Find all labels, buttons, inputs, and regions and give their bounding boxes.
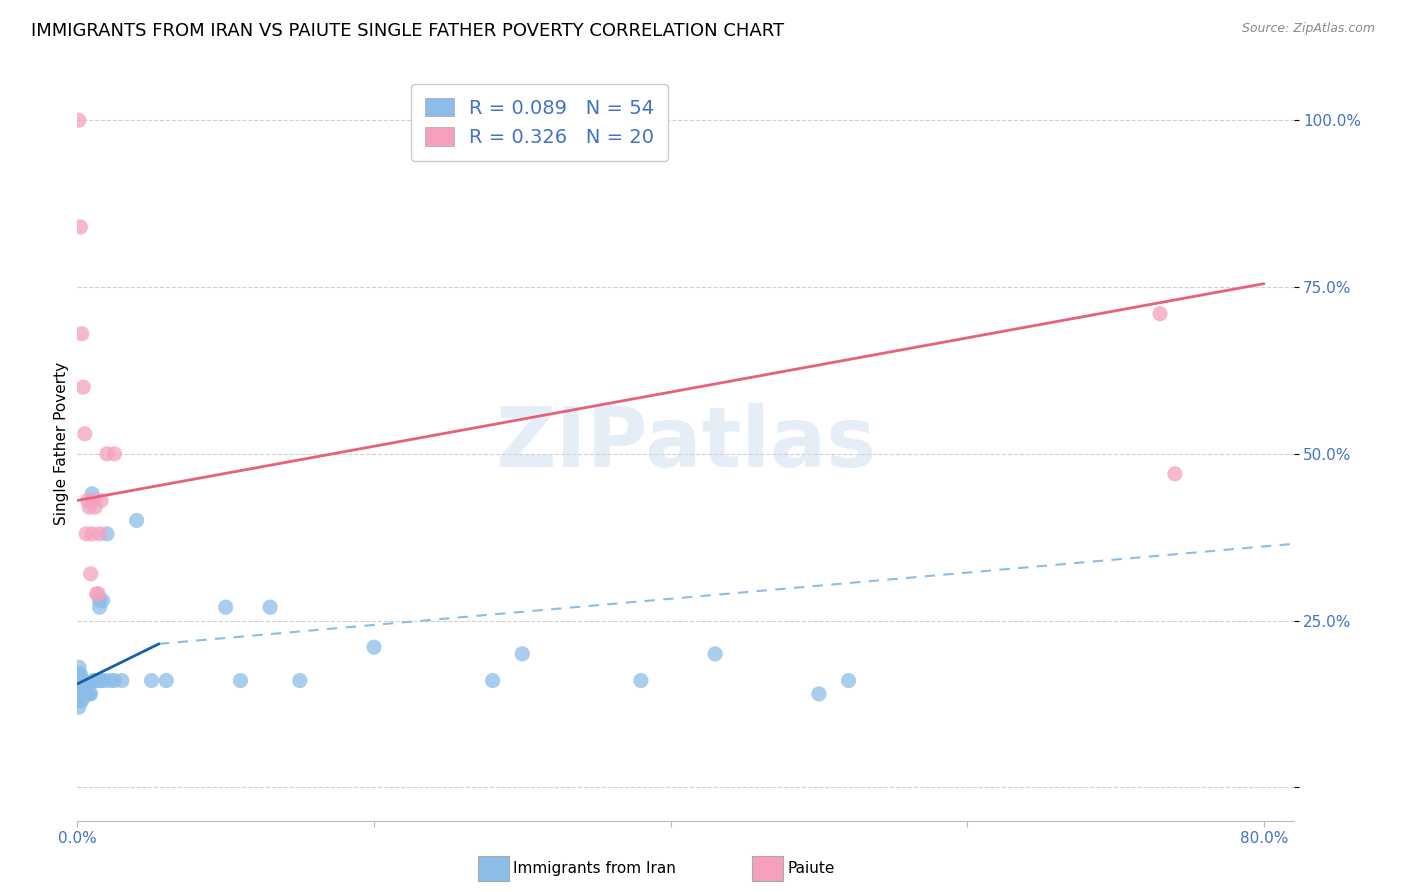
Legend: R = 0.089   N = 54, R = 0.326   N = 20: R = 0.089 N = 54, R = 0.326 N = 20 (411, 84, 668, 161)
Point (1164, 467, 1187, 481)
Point (89, 526, 111, 541)
Point (69, 219, 91, 234)
Text: ZIPatlas: ZIPatlas (495, 403, 876, 484)
Point (89, 593, 111, 607)
Point (89, 600, 111, 615)
Point (82, 526, 104, 541)
Text: Source: ZipAtlas.com: Source: ZipAtlas.com (1241, 22, 1375, 36)
Point (630, 673, 652, 688)
Point (83, 493, 105, 508)
Point (87, 673, 110, 688)
Point (704, 647, 727, 661)
Point (79, 687, 101, 701)
Point (72, 673, 94, 688)
Point (93, 673, 115, 688)
Y-axis label: Single Father Poverty: Single Father Poverty (53, 362, 69, 525)
Point (84, 673, 107, 688)
Point (67, 666, 90, 681)
Text: Immigrants from Iran: Immigrants from Iran (513, 862, 676, 876)
Point (84, 500, 107, 515)
Point (79, 566, 101, 581)
Point (510, 647, 533, 661)
Point (67, 673, 90, 688)
Point (77, 687, 100, 701)
Point (86, 587, 108, 601)
Point (91, 593, 114, 607)
Point (103, 673, 125, 688)
Point (288, 673, 311, 688)
Point (76, 687, 98, 701)
Point (72, 680, 94, 694)
Point (1149, 307, 1171, 321)
Point (70, 693, 93, 707)
Point (70, 673, 93, 688)
Point (67, 113, 90, 128)
Point (72, 380, 94, 394)
Point (67, 687, 90, 701)
Point (83, 673, 105, 688)
Point (229, 673, 252, 688)
Point (82, 487, 104, 501)
Point (87, 587, 110, 601)
Point (69, 680, 91, 694)
Point (69, 666, 91, 681)
Point (75, 687, 97, 701)
Point (807, 687, 830, 701)
Point (70, 680, 93, 694)
Point (67, 680, 90, 694)
Point (73, 687, 96, 701)
Point (98, 673, 121, 688)
Point (214, 600, 236, 615)
Point (73, 680, 96, 694)
Point (90, 673, 112, 688)
Point (70, 326, 93, 341)
Point (125, 513, 148, 527)
Point (481, 673, 503, 688)
Text: IMMIGRANTS FROM IRAN VS PAIUTE SINGLE FATHER POVERTY CORRELATION CHART: IMMIGRANTS FROM IRAN VS PAIUTE SINGLE FA… (31, 22, 785, 40)
Point (69, 673, 91, 688)
Point (75, 680, 97, 694)
Point (70, 687, 93, 701)
Text: Paiute: Paiute (787, 862, 835, 876)
Point (69, 687, 91, 701)
Point (86, 673, 108, 688)
Point (96, 447, 118, 461)
Point (155, 673, 177, 688)
Point (67, 693, 90, 707)
Point (77, 500, 100, 515)
Point (69, 693, 91, 707)
Point (259, 600, 281, 615)
Point (141, 673, 163, 688)
Point (838, 673, 860, 688)
Point (76, 493, 98, 508)
Point (363, 640, 385, 655)
Point (111, 673, 134, 688)
Point (67, 700, 90, 714)
Point (67, 660, 90, 674)
Point (96, 526, 118, 541)
Point (72, 687, 94, 701)
Point (73, 426, 96, 441)
Point (103, 447, 125, 461)
Point (75, 526, 97, 541)
Point (90, 493, 112, 508)
